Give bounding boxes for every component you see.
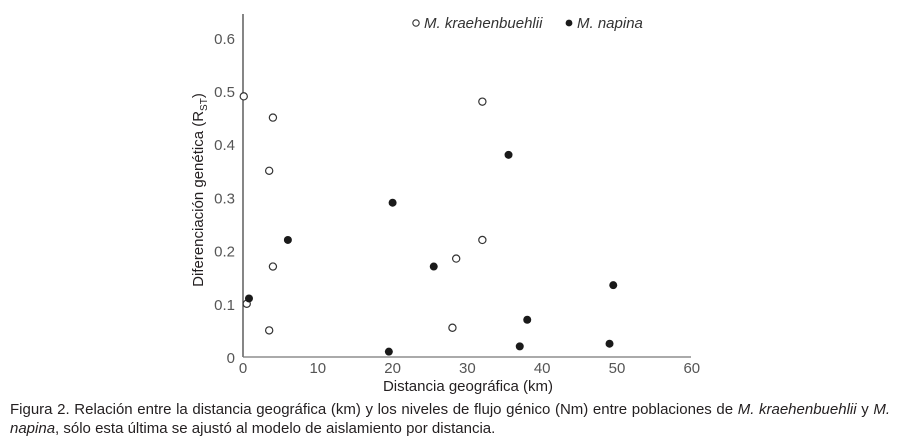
point-napina (384, 347, 393, 356)
filled-circle-icon (565, 19, 573, 27)
point-napina (504, 150, 513, 159)
y-axis-label: Diferenciación genética (RST) (190, 93, 210, 287)
point-napina (609, 281, 618, 290)
y-tick-label: 0.6 (214, 31, 235, 48)
x-tick-label: 50 (609, 360, 626, 377)
scatter-chart: 0 0.1 0.2 0.3 0.4 0.5 0.6 0 10 20 30 40 50 60 Distan… (190, 14, 700, 395)
point-kraehenbuehlii (448, 323, 457, 332)
caption-species-1: M. kraehenbuehlii (737, 401, 857, 418)
point-napina (429, 262, 438, 271)
caption-species-2: M. napina (10, 401, 890, 437)
legend: M. kraehenbuehlii M. napina (412, 15, 643, 32)
point-napina (523, 315, 532, 324)
point-kraehenbuehlii (478, 235, 487, 245)
point-napina (605, 339, 614, 348)
data-points (239, 92, 618, 356)
legend-label-kraehenbuehlii: M. kraehenbuehlii (424, 15, 543, 32)
x-tick-label: 60 (683, 360, 700, 377)
point-napina (515, 342, 524, 351)
y-tick-label: 0.4 (214, 137, 235, 154)
point-kraehenbuehlii (264, 326, 274, 335)
axes (242, 14, 691, 358)
x-tick-label: 10 (309, 360, 326, 377)
x-tick-label: 0 (239, 360, 247, 377)
point-napina (244, 294, 253, 303)
point-kraehenbuehlii (264, 166, 274, 175)
point-kraehenbuehlii (451, 254, 461, 263)
x-tick-label: 20 (384, 360, 401, 377)
x-tick-label: 30 (459, 360, 476, 377)
open-circle-icon (412, 19, 420, 27)
x-tick-label: 40 (534, 360, 551, 377)
point-kraehenbuehlii (239, 92, 248, 101)
point-kraehenbuehlii (478, 97, 487, 106)
point-kraehenbuehlii (268, 262, 278, 271)
y-tick-label: 0.2 (214, 244, 235, 261)
y-tick-label: 0 (227, 350, 235, 367)
x-axis-label: Distancia geográfica (km) (383, 378, 553, 395)
caption-text: Figura 2. Relación entre la distancia ge… (10, 401, 738, 418)
point-kraehenbuehlii (268, 113, 278, 122)
figure-caption: Figura 2. Relación entre la distancia ge… (10, 400, 890, 438)
caption-suffix: , sólo esta última se ajustó al modelo d… (55, 420, 496, 437)
legend-label-napina: M. napina (577, 15, 643, 32)
y-tick-label: 0.1 (214, 297, 235, 314)
y-tick-labels: 0 0.1 0.2 0.3 0.4 0.5 0.6 (214, 31, 235, 367)
y-tick-label: 0.3 (214, 190, 235, 207)
x-tick-labels: 0 10 20 30 40 50 60 (239, 360, 700, 377)
point-napina (283, 235, 292, 244)
y-tick-label: 0.5 (214, 84, 235, 101)
caption-connector: y (856, 401, 874, 418)
point-napina (388, 198, 397, 207)
